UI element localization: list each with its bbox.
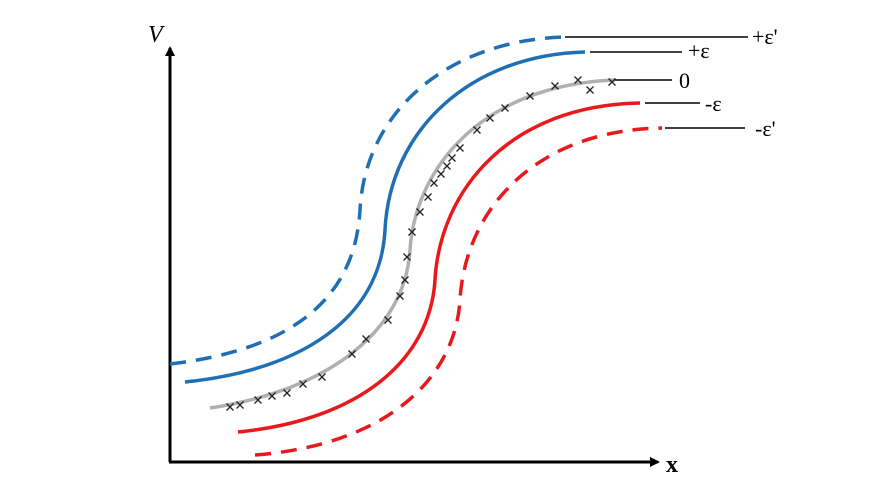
sample-cross [486, 114, 494, 122]
sample-cross [283, 389, 291, 397]
curve-label: 0 [679, 68, 690, 93]
sample-cross [362, 335, 370, 343]
sample-cross [408, 228, 416, 236]
sample-cross [448, 154, 456, 162]
lower-outer-curve [254, 126, 663, 457]
curve-label: -ε' [755, 116, 776, 141]
sample-cross [574, 76, 582, 84]
sample-cross [501, 104, 509, 112]
sample-cross [586, 86, 594, 94]
sample-cross [403, 253, 411, 261]
curve-label: -ε [705, 91, 722, 116]
sample-cross [473, 126, 481, 134]
sample-cross [437, 170, 445, 178]
sample-cross [396, 292, 404, 300]
upper-curve [184, 50, 586, 384]
sample-cross [226, 403, 234, 411]
sample-cross [384, 316, 392, 324]
sample-cross [254, 396, 262, 404]
sample-cross [526, 92, 534, 100]
sample-cross [608, 78, 616, 86]
upper-outer-curve [169, 35, 566, 366]
sample-cross [551, 82, 559, 90]
lower-curve [237, 101, 641, 434]
sample-cross [443, 162, 451, 170]
sample-points [226, 76, 616, 411]
sample-cross [401, 276, 409, 284]
sample-cross [299, 380, 307, 388]
sample-cross [416, 208, 424, 216]
center-curve [209, 78, 616, 410]
y-label: V [148, 22, 165, 48]
sample-cross [236, 401, 244, 409]
sample-cross [348, 350, 356, 358]
x-label: x [666, 452, 678, 478]
sample-cross [318, 373, 326, 381]
curve-label: +ε' [752, 24, 778, 49]
sample-cross [430, 179, 438, 187]
sample-cross [268, 392, 276, 400]
curve-label: +ε [688, 38, 710, 63]
sample-cross [424, 193, 432, 201]
sample-cross [456, 144, 464, 152]
